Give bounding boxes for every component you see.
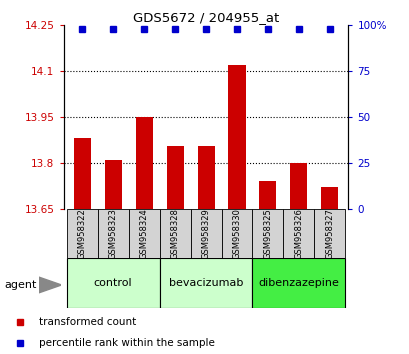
Text: dibenzazepine: dibenzazepine <box>258 278 339 288</box>
Bar <box>197 146 214 209</box>
Bar <box>104 160 121 209</box>
Text: bevacizumab: bevacizumab <box>169 278 243 288</box>
Text: GSM958329: GSM958329 <box>201 208 210 259</box>
Bar <box>128 209 159 258</box>
Bar <box>190 209 221 258</box>
Bar <box>166 146 183 209</box>
Text: percentile rank within the sample: percentile rank within the sample <box>39 338 214 348</box>
Bar <box>290 163 307 209</box>
Text: transformed count: transformed count <box>39 317 136 327</box>
Bar <box>97 209 128 258</box>
Bar <box>259 181 276 209</box>
Bar <box>321 187 337 209</box>
Bar <box>283 209 314 258</box>
Bar <box>135 117 152 209</box>
Bar <box>221 209 252 258</box>
Text: GSM958328: GSM958328 <box>170 208 179 259</box>
Bar <box>74 138 90 209</box>
Bar <box>159 258 252 308</box>
Text: GSM958323: GSM958323 <box>108 208 117 259</box>
Text: GSM958322: GSM958322 <box>77 208 86 259</box>
Bar <box>228 65 245 209</box>
Bar <box>252 258 344 308</box>
Polygon shape <box>39 277 61 293</box>
Bar <box>314 209 344 258</box>
Bar <box>252 209 283 258</box>
Bar <box>67 209 97 258</box>
Title: GDS5672 / 204955_at: GDS5672 / 204955_at <box>133 11 279 24</box>
Text: control: control <box>94 278 132 288</box>
Text: agent: agent <box>4 280 36 290</box>
Text: GSM958326: GSM958326 <box>294 208 303 259</box>
Text: GSM958327: GSM958327 <box>325 208 334 259</box>
Text: GSM958324: GSM958324 <box>139 208 148 259</box>
Text: GSM958330: GSM958330 <box>232 208 241 259</box>
Bar <box>159 209 190 258</box>
Text: GSM958325: GSM958325 <box>263 208 272 259</box>
Bar <box>67 258 159 308</box>
